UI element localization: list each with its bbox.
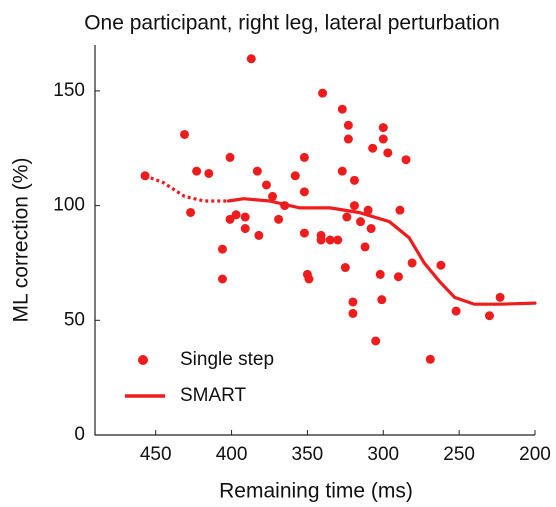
y-axis-label: ML correction (%) [10,158,33,323]
data-point [252,166,262,176]
data-point [333,235,343,245]
data-point [343,134,353,144]
data-point [375,269,385,279]
data-point [360,242,370,252]
data-point [349,201,359,211]
data-point [407,258,417,268]
data-point [261,180,271,190]
y-tick-label: 50 [64,309,85,330]
data-point [383,148,393,158]
data-point [180,129,190,139]
data-point [377,295,387,305]
chart-title: One participant, right leg, lateral pert… [84,12,500,35]
data-point [299,187,309,197]
data-point [368,143,378,153]
data-point [316,235,326,245]
x-tick-label: 200 [519,444,551,465]
data-point [337,166,347,176]
data-point [343,120,353,130]
data-point [356,217,366,227]
x-axis-label: Remaining time (ms) [219,480,413,503]
data-point [231,210,241,220]
x-tick-label: 300 [367,444,399,465]
data-point [348,297,358,307]
data-point [436,260,446,270]
data-point [425,354,435,364]
data-point [192,166,202,176]
data-point [246,54,256,64]
data-point [304,274,314,284]
line [226,197,537,306]
y-tick-label: 100 [53,195,85,216]
axes [94,45,535,436]
data-point [395,205,405,215]
data-point [204,168,214,178]
data-point [342,212,352,222]
y-tick-label: 150 [53,80,85,101]
x-tick-label: 450 [140,444,172,465]
data-point [363,205,373,215]
data-point [299,152,309,162]
data-point [318,88,328,98]
data-point [393,272,403,282]
data-point [451,306,461,316]
data-point [225,152,235,162]
data-point [217,244,227,254]
data-point [217,274,227,284]
data-point [401,155,411,165]
x-tick-label: 350 [292,444,324,465]
data-point [378,123,388,133]
data-point [378,134,388,144]
data-point [268,191,278,201]
legend-marker [138,355,148,365]
data-point [274,214,284,224]
line-dotted [144,174,229,203]
y-tick-label: 0 [74,424,85,445]
x-tick-label: 250 [443,444,475,465]
data-point [366,224,376,234]
data-point [495,292,505,302]
data-point [186,207,196,217]
data-point [349,175,359,185]
data-point [484,311,494,321]
data-point [299,228,309,238]
data-point [325,235,335,245]
data-point [371,336,381,346]
data-point [240,224,250,234]
data-point [348,308,358,318]
data-point [240,212,250,222]
legend-label: Single step [180,349,274,370]
x-tick-label: 400 [216,444,248,465]
data-point [337,104,347,114]
data-point [290,171,300,181]
data-point [340,263,350,273]
data-point [254,230,264,240]
legend-label: SMART [180,385,247,406]
